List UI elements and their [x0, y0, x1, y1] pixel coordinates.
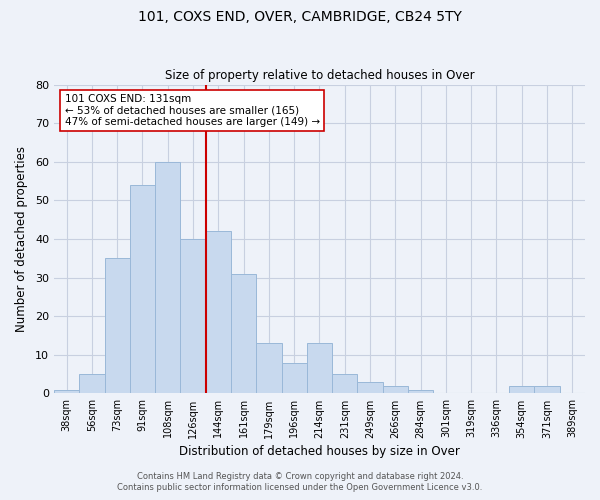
Bar [358, 382, 383, 394]
Bar [79, 374, 104, 394]
Bar [408, 390, 433, 394]
X-axis label: Distribution of detached houses by size in Over: Distribution of detached houses by size … [179, 444, 460, 458]
Bar [535, 386, 560, 394]
Bar [307, 343, 332, 394]
Title: Size of property relative to detached houses in Over: Size of property relative to detached ho… [164, 69, 474, 82]
Bar [256, 343, 281, 394]
Bar [509, 386, 535, 394]
Text: Contains HM Land Registry data © Crown copyright and database right 2024.
Contai: Contains HM Land Registry data © Crown c… [118, 472, 482, 492]
Text: 101, COXS END, OVER, CAMBRIDGE, CB24 5TY: 101, COXS END, OVER, CAMBRIDGE, CB24 5TY [138, 10, 462, 24]
Text: 101 COXS END: 131sqm
← 53% of detached houses are smaller (165)
47% of semi-deta: 101 COXS END: 131sqm ← 53% of detached h… [65, 94, 320, 127]
Bar [54, 390, 79, 394]
Bar [130, 185, 155, 394]
Bar [181, 239, 206, 394]
Bar [281, 362, 307, 394]
Bar [104, 258, 130, 394]
Bar [383, 386, 408, 394]
Bar [332, 374, 358, 394]
Y-axis label: Number of detached properties: Number of detached properties [15, 146, 28, 332]
Bar [231, 274, 256, 394]
Bar [206, 232, 231, 394]
Bar [155, 162, 181, 394]
